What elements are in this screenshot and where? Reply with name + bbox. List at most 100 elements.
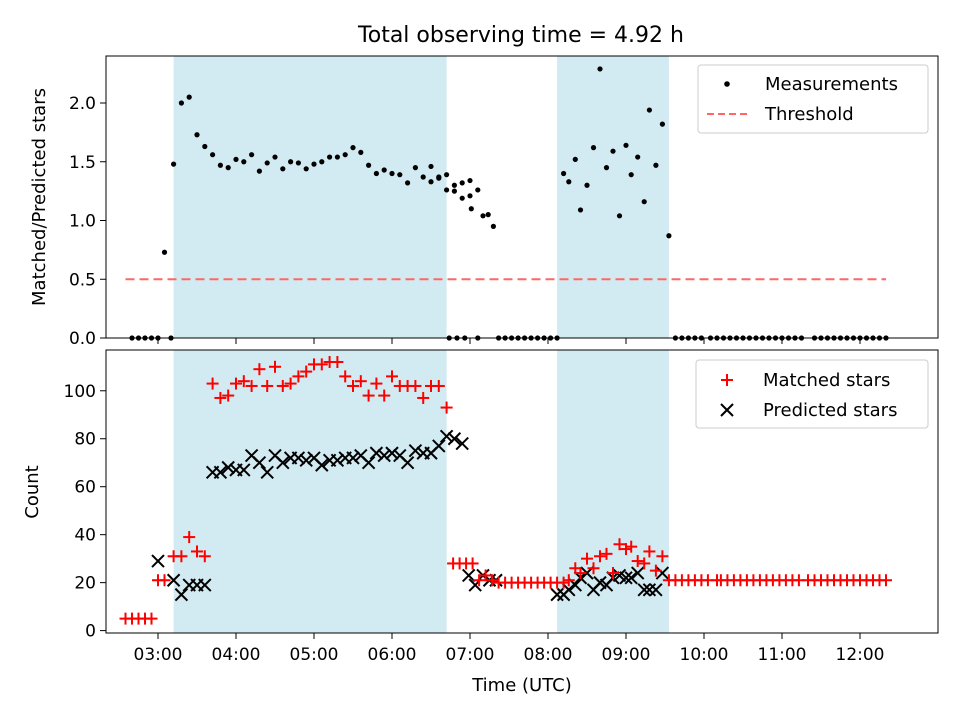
matched-star-point [354,375,367,388]
matched-star-point [315,358,328,371]
predicted-star-point [361,456,376,470]
matched-star-point [145,612,158,625]
matched-star-point [269,360,281,373]
measurement-point [577,207,584,213]
predicted-stroke [252,456,267,470]
predicted-stroke [612,568,627,583]
x-axis-label: Time (UTC) [471,675,572,696]
matched-star-point [607,567,619,580]
legend-predicted-label: Predicted stars [763,400,897,421]
y-tick-label: 0.5 [69,270,96,290]
legend-threshold-label: Threshold [764,104,854,125]
measurement-point [373,170,379,177]
predicted-star-point [276,456,290,470]
matched-star-point [562,574,575,587]
measurement-point [288,159,294,165]
matched-star-point [214,391,227,404]
measurement-point [635,154,641,160]
measurement-point [272,154,278,160]
x-tick-label: 04:00 [212,645,261,665]
matched-star-point [386,370,398,383]
matched-star-point [347,379,359,392]
matched-star-point [175,550,188,563]
measurement-point [350,145,356,151]
matched-star-point [574,567,587,580]
measurement-point [241,159,247,165]
predicted-stroke [655,566,670,580]
matched-star-point [613,538,626,551]
predicted-star-point [649,583,663,597]
predicted-stroke [408,444,423,458]
measurement-point [217,162,223,168]
measurement-point [459,195,465,201]
predicted-stroke [354,448,368,463]
predicted-stroke [166,573,181,587]
ratio-legend-frame [697,64,929,134]
matched-star-point [198,550,211,563]
predicted-star-point [299,453,313,468]
measurement-point [436,175,442,181]
legend-matched-marker [721,374,733,386]
predicted-star-point [432,439,446,453]
predicted-star-point [198,578,212,592]
measurement-point [475,187,481,193]
matched-star-point [432,379,445,392]
predicted-star-point [260,465,274,480]
matched-star-point [466,557,479,570]
measurement-point [280,166,286,172]
x-tick-label: 11:00 [758,645,807,665]
predicted-star-point [237,463,251,477]
measurement-point [381,167,387,173]
predicted-stroke [198,578,212,592]
y-tick-label: 40 [74,526,96,546]
measurement-point [468,206,474,212]
y-tick-label: 1.5 [69,153,96,173]
matched-star-point [158,574,171,587]
count-legend: Matched stars Predicted stars [695,359,929,429]
matched-star-point [191,545,203,558]
measurement-point [412,165,418,171]
matched-star-point [440,401,453,414]
matched-star-point [276,379,289,392]
matched-star-point [643,545,656,558]
predicted-stroke [330,453,345,468]
predicted-stroke [385,446,399,460]
measurement-point [405,180,411,186]
matched-star-point [880,574,892,587]
measurement-point [303,166,309,172]
predicted-star-point [550,587,564,602]
chart-title: Total observing time = 4.92 h [357,23,684,48]
predicted-stroke [630,566,645,580]
measurement-point [295,160,301,166]
measurement-point [485,212,491,218]
matched-star-point [300,365,313,378]
measurement-point [590,145,597,151]
measurement-point [389,170,395,177]
ratio-panel-frame [105,55,939,339]
matched-star-point [620,543,632,556]
predicted-star-point [151,554,165,568]
matched-star-point [594,550,606,563]
predicted-stroke [562,583,576,597]
y-tick-label: 60 [74,478,96,498]
predicted-star-point [455,436,469,451]
predicted-star-point [385,446,399,460]
predicted-stroke [346,451,360,465]
x-tick-label: 05:00 [290,645,339,665]
x-tick-label: 10:00 [680,645,729,665]
count-panel: 0 20 40 60 80 100 03:00 04:00 05:00 06:00 07:00 08… [22,349,939,696]
matched-star-point [409,379,422,392]
x-tick-label: 08:00 [524,645,573,665]
matched-star-point [331,355,344,368]
predicted-star-point [221,460,235,475]
observing-band [173,56,447,338]
matched-star-point [378,389,391,402]
observing-band [557,350,669,633]
predicted-star-point [330,453,345,468]
predicted-star-point [369,446,384,460]
y-tick-label: 20 [74,574,96,594]
count-panel-ylabel: Count [22,465,43,518]
measurement-point [397,172,403,178]
measurement-point [467,193,473,199]
